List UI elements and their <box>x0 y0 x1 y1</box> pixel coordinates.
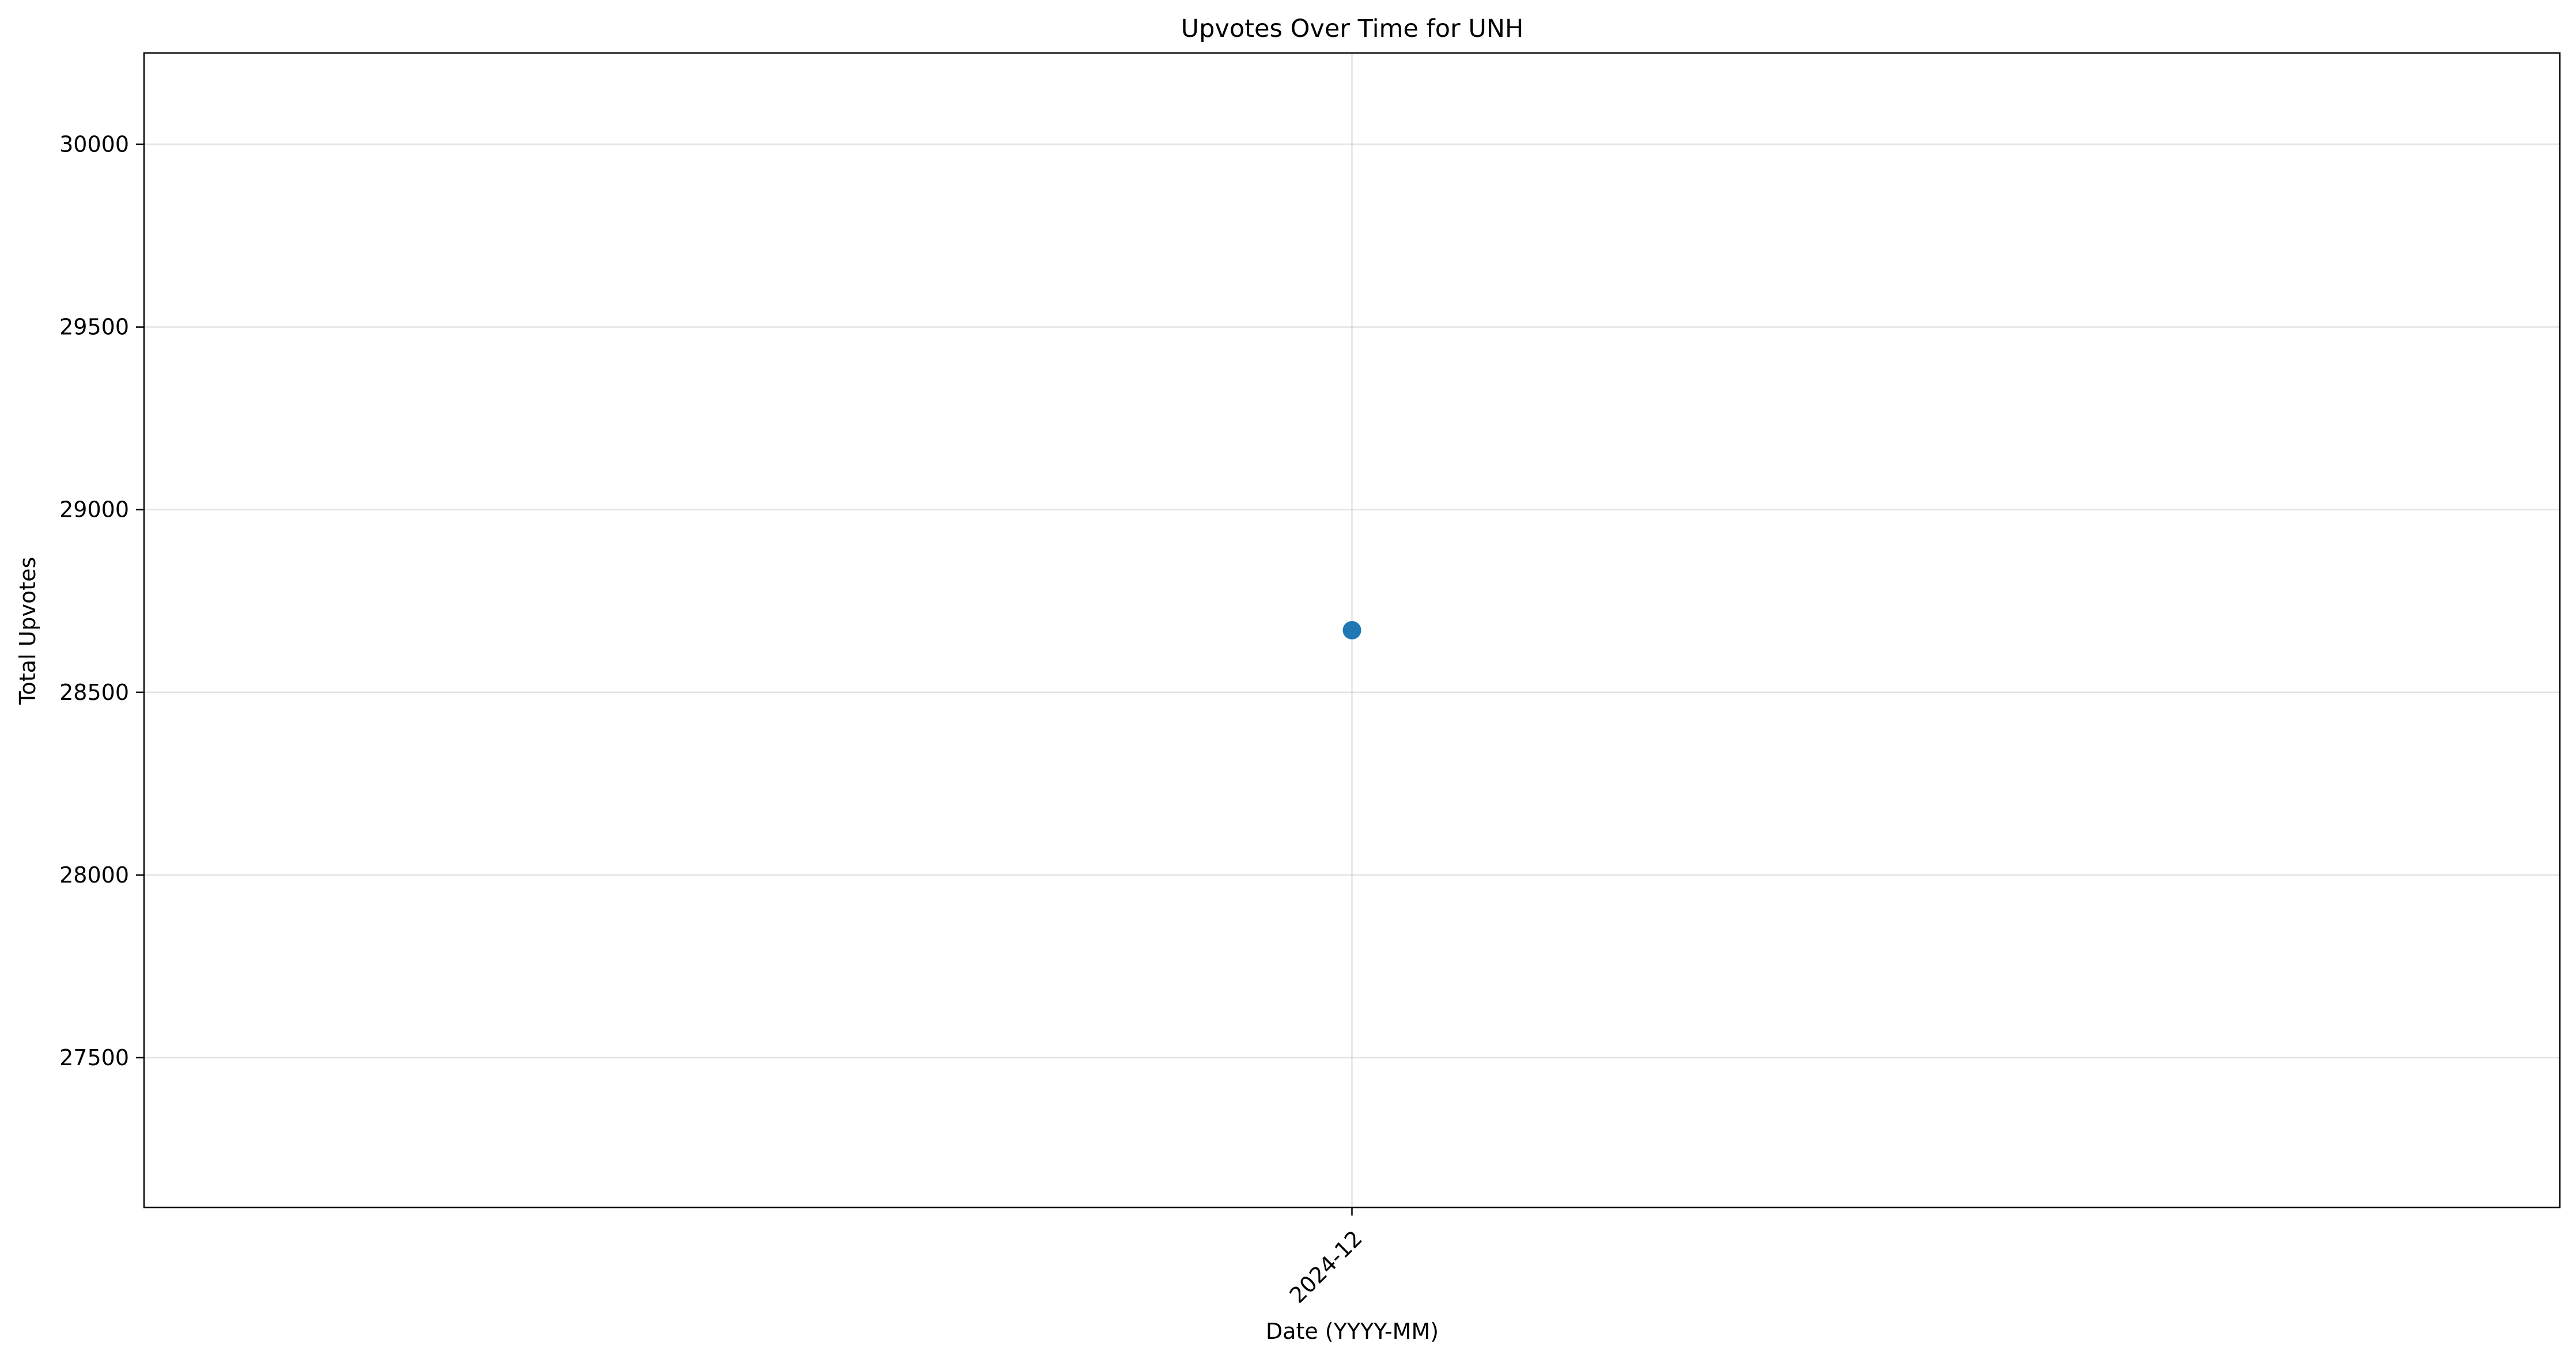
y-tick-label: 29500 <box>59 315 129 340</box>
chart-title: Upvotes Over Time for UNH <box>1181 14 1524 43</box>
y-axis-label: Total Upvotes <box>15 557 40 706</box>
y-tick-label: 27500 <box>59 1045 129 1070</box>
data-point <box>1342 621 1361 639</box>
data-points <box>1342 621 1361 639</box>
y-axis: 27500 28000 28500 29000 29500 30000 <box>59 132 144 1070</box>
gridlines <box>144 53 2560 1207</box>
y-tick-label: 28000 <box>59 862 129 888</box>
y-tick-label: 28500 <box>59 680 129 705</box>
y-tick-label: 30000 <box>59 132 129 157</box>
x-tick-label: 2024-12 <box>1285 1225 1367 1308</box>
x-axis: 2024-12 <box>1285 1207 1367 1308</box>
y-tick-label: 29000 <box>59 497 129 523</box>
x-axis-label: Date (YYYY-MM) <box>1266 1319 1439 1344</box>
